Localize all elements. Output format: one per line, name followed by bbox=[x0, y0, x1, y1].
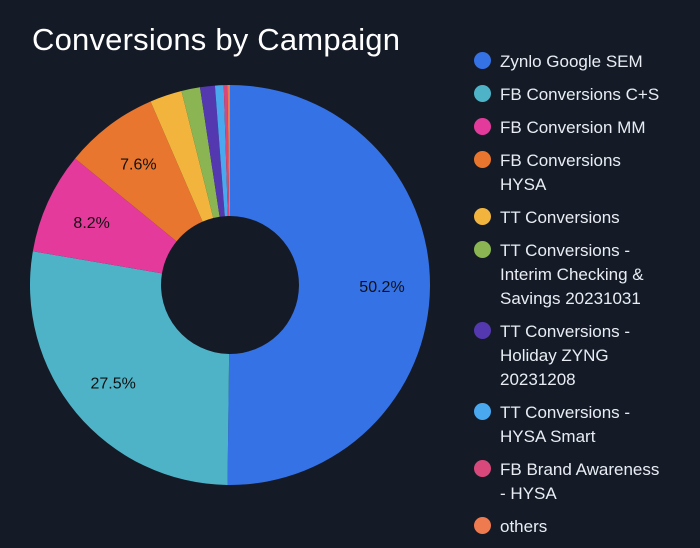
slice-others bbox=[227, 85, 230, 217]
legend-label: FB Brand Awareness - HYSA bbox=[500, 460, 660, 503]
legend-swatch bbox=[474, 403, 491, 420]
legend-item-tt-conversions-holiday-zyng-20231208[interactable]: TT Conversions - Holiday ZYNG 20231208 bbox=[474, 320, 696, 392]
slice-label-zynlo-google-sem: 50.2% bbox=[359, 279, 404, 296]
slice-fb-conversions-c-s bbox=[30, 251, 230, 485]
slice-fb-conversion-mm bbox=[32, 158, 177, 274]
slice-label-fb-conversion-mm: 8.2% bbox=[73, 215, 109, 232]
slice-tt-conversions-holiday-zyng-20231208 bbox=[199, 85, 225, 217]
legend-item-zynlo-google-sem[interactable]: Zynlo Google SEM bbox=[474, 50, 696, 74]
slice-label-fb-conversions-c-s: 27.5% bbox=[90, 375, 135, 392]
legend-label: FB Conversions C+S bbox=[500, 85, 660, 104]
legend-swatch bbox=[474, 241, 491, 258]
legend-item-tt-conversions[interactable]: TT Conversions bbox=[474, 206, 696, 230]
legend-swatch bbox=[474, 517, 491, 534]
legend-item-fb-conversions-c-s[interactable]: FB Conversions C+S bbox=[474, 83, 696, 107]
slice-tt-conversions bbox=[150, 90, 214, 222]
slice-fb-conversions-hysa bbox=[75, 101, 203, 242]
legend-label: others bbox=[500, 517, 548, 536]
legend-label: FB Conversions HYSA bbox=[500, 151, 621, 194]
legend: Zynlo Google SEM FB Conversions C+S FB Con… bbox=[474, 50, 696, 548]
legend-swatch bbox=[474, 118, 491, 135]
slice-tt-conversions-hysa-smart bbox=[214, 85, 228, 217]
legend-swatch bbox=[474, 151, 491, 168]
legend-label: TT Conversions - Interim Checking & Savi… bbox=[500, 241, 644, 308]
legend-item-fb-conversions-hysa[interactable]: FB Conversions HYSA bbox=[474, 149, 696, 197]
legend-label: TT Conversions - Holiday ZYNG 20231208 bbox=[500, 322, 631, 389]
legend-swatch bbox=[474, 208, 491, 225]
donut-chart: 50.2% 27.5% 8.2% 7.6% bbox=[30, 85, 430, 485]
slice-label-fb-conversions-hysa: 7.6% bbox=[120, 157, 156, 174]
legend-item-fb-brand-awareness-hysa[interactable]: FB Brand Awareness - HYSA bbox=[474, 458, 696, 506]
legend-label: TT Conversions - HYSA Smart bbox=[500, 403, 631, 446]
legend-swatch bbox=[474, 85, 491, 102]
legend-label: FB Conversion MM bbox=[500, 118, 646, 137]
slice-zynlo-google-sem bbox=[227, 85, 430, 485]
legend-swatch bbox=[474, 52, 491, 69]
legend-label: TT Conversions bbox=[500, 208, 620, 227]
legend-item-fb-conversion-mm[interactable]: FB Conversion MM bbox=[474, 116, 696, 140]
slice-fb-brand-awareness-hysa bbox=[223, 85, 230, 217]
legend-swatch bbox=[474, 322, 491, 339]
legend-swatch bbox=[474, 460, 491, 477]
legend-item-others[interactable]: others bbox=[474, 515, 696, 539]
legend-item-tt-conversions-interim-checking-savings-20231031[interactable]: TT Conversions - Interim Checking & Savi… bbox=[474, 239, 696, 311]
chart-title: Conversions by Campaign bbox=[32, 22, 401, 57]
legend-item-tt-conversions-hysa-smart[interactable]: TT Conversions - HYSA Smart bbox=[474, 401, 696, 449]
slice-tt-conversions-interim-checking-savings-20231031 bbox=[181, 87, 220, 219]
legend-label: Zynlo Google SEM bbox=[500, 52, 643, 71]
